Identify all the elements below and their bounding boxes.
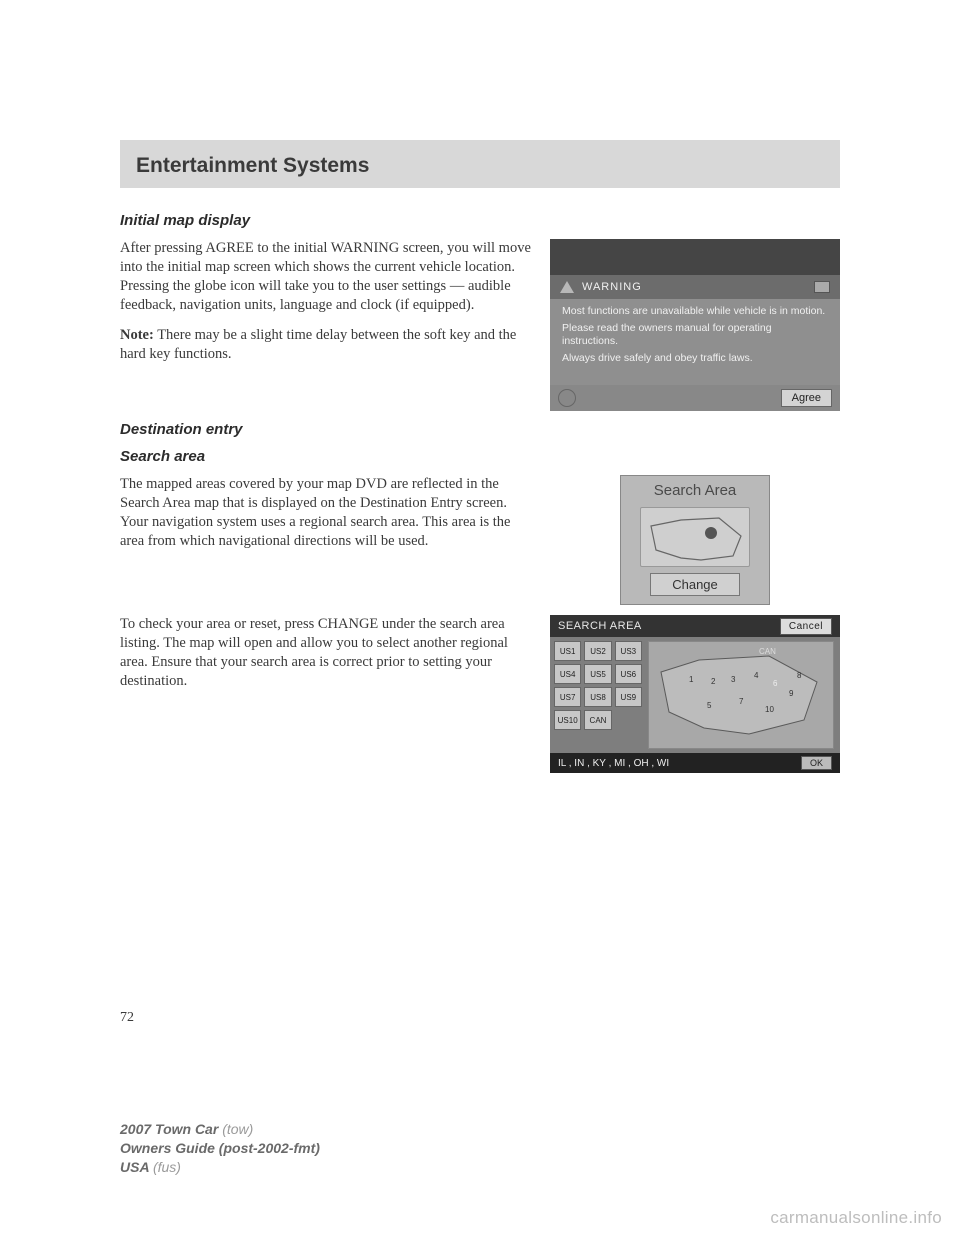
warning-top-strip — [550, 239, 840, 275]
warning-line-1: Most functions are unavailable while veh… — [562, 305, 828, 318]
warning-line-2: Please read the owners manual for operat… — [562, 322, 828, 348]
row-search-area-2: To check your area or reset, press CHANG… — [120, 615, 840, 773]
svg-text:7: 7 — [739, 697, 744, 706]
search-area-body: US1 US2 US3 US4 US5 US6 US7 US8 US9 US10… — [550, 637, 840, 753]
search-area-header: SEARCH AREA Cancel — [550, 615, 840, 637]
svg-text:4: 4 — [754, 671, 759, 680]
text-col-2: The mapped areas covered by your map DVD… — [120, 475, 532, 605]
page-container: Entertainment Systems Initial map displa… — [0, 0, 960, 773]
us-map-icon: CAN 1 2 3 4 5 6 7 8 9 10 — [649, 642, 833, 748]
para-search-2: To check your area or reset, press CHANG… — [120, 615, 532, 692]
text-col-1: After pressing AGREE to the initial WARN… — [120, 239, 532, 411]
para-initial-map: After pressing AGREE to the initial WARN… — [120, 239, 532, 316]
screenshot-warning: WARNING Most functions are unavailable w… — [550, 239, 840, 411]
screenshot-search-small: Search Area Change — [550, 475, 840, 605]
footer-line-1: 2007 Town Car (tow) — [120, 1120, 320, 1139]
ok-button[interactable]: OK — [801, 756, 832, 770]
svg-text:CAN: CAN — [759, 647, 776, 656]
region-button[interactable]: US8 — [584, 687, 611, 707]
search-area-title: Search Area — [621, 476, 769, 503]
svg-text:9: 9 — [789, 689, 794, 698]
para-note: Note: There may be a slight time delay b… — [120, 326, 532, 364]
footer-guide: Owners Guide (post-2002-fmt) — [120, 1140, 320, 1156]
note-text: There may be a slight time delay between… — [120, 327, 516, 362]
footer-model: 2007 Town Car — [120, 1121, 222, 1137]
chapter-title: Entertainment Systems — [136, 154, 824, 178]
header-band: Entertainment Systems — [120, 140, 840, 188]
svg-text:5: 5 — [707, 701, 712, 710]
warning-body: Most functions are unavailable while veh… — [550, 299, 840, 376]
heading-destination-entry: Destination entry — [120, 421, 840, 438]
footer-block: 2007 Town Car (tow) Owners Guide (post-2… — [120, 1120, 320, 1177]
region-button[interactable]: US7 — [554, 687, 581, 707]
warning-line-3: Always drive safely and obey traffic law… — [562, 352, 828, 365]
region-button[interactable]: US4 — [554, 664, 581, 684]
heading-search-area: Search area — [120, 448, 840, 465]
search-area-screen: SEARCH AREA Cancel US1 US2 US3 US4 US5 U… — [550, 615, 840, 773]
row-search-area-1: The mapped areas covered by your map DVD… — [120, 475, 840, 605]
watermark: carmanualsonline.info — [770, 1208, 942, 1228]
row-initial-map: After pressing AGREE to the initial WARN… — [120, 239, 840, 411]
region-button[interactable]: CAN — [584, 710, 611, 730]
region-button[interactable]: US5 — [584, 664, 611, 684]
para-search-1: The mapped areas covered by your map DVD… — [120, 475, 532, 552]
screenshot-search-large: SEARCH AREA Cancel US1 US2 US3 US4 US5 U… — [550, 615, 840, 773]
search-area-footer: IL , IN , KY , MI , OH , WI OK — [550, 753, 840, 773]
note-label: Note: — [120, 327, 154, 343]
page-number: 72 — [120, 1010, 134, 1026]
heading-initial-map: Initial map display — [120, 212, 840, 229]
search-area-header-label: SEARCH AREA — [558, 620, 642, 632]
svg-text:8: 8 — [797, 671, 802, 680]
svg-text:2: 2 — [711, 677, 716, 686]
warning-footer: Agree — [550, 385, 840, 411]
us-outline-icon — [641, 508, 751, 568]
change-button[interactable]: Change — [650, 573, 740, 596]
region-button[interactable]: US3 — [615, 641, 642, 661]
footer-code-2: (fus) — [153, 1159, 181, 1175]
agree-button[interactable]: Agree — [781, 389, 832, 407]
text-col-3: To check your area or reset, press CHANG… — [120, 615, 532, 773]
svg-text:10: 10 — [765, 705, 774, 714]
warning-triangle-icon — [560, 281, 574, 293]
manual-icon — [814, 281, 830, 293]
search-area-panel: Search Area Change — [620, 475, 770, 605]
region-button-grid: US1 US2 US3 US4 US5 US6 US7 US8 US9 US10… — [550, 637, 646, 753]
footer-region: USA — [120, 1159, 153, 1175]
globe-icon[interactable] — [558, 389, 576, 407]
footer-line-3: USA (fus) — [120, 1158, 320, 1177]
region-button[interactable]: US10 — [554, 710, 581, 730]
warning-label: WARNING — [582, 281, 642, 293]
footer-line-2: Owners Guide (post-2002-fmt) — [120, 1139, 320, 1158]
warning-screen: WARNING Most functions are unavailable w… — [550, 239, 840, 411]
region-button[interactable]: US1 — [554, 641, 581, 661]
svg-text:6: 6 — [773, 679, 778, 688]
region-button[interactable]: US2 — [584, 641, 611, 661]
cancel-button[interactable]: Cancel — [780, 618, 832, 635]
region-map[interactable]: CAN 1 2 3 4 5 6 7 8 9 10 — [648, 641, 834, 749]
region-button[interactable]: US9 — [615, 687, 642, 707]
footer-code-1: (tow) — [222, 1121, 253, 1137]
region-states-label: IL , IN , KY , MI , OH , WI — [558, 758, 669, 769]
svg-text:3: 3 — [731, 675, 736, 684]
warning-title-bar: WARNING — [550, 275, 840, 299]
svg-text:1: 1 — [689, 675, 694, 684]
region-button[interactable]: US6 — [615, 664, 642, 684]
search-area-map-thumb — [640, 507, 750, 567]
